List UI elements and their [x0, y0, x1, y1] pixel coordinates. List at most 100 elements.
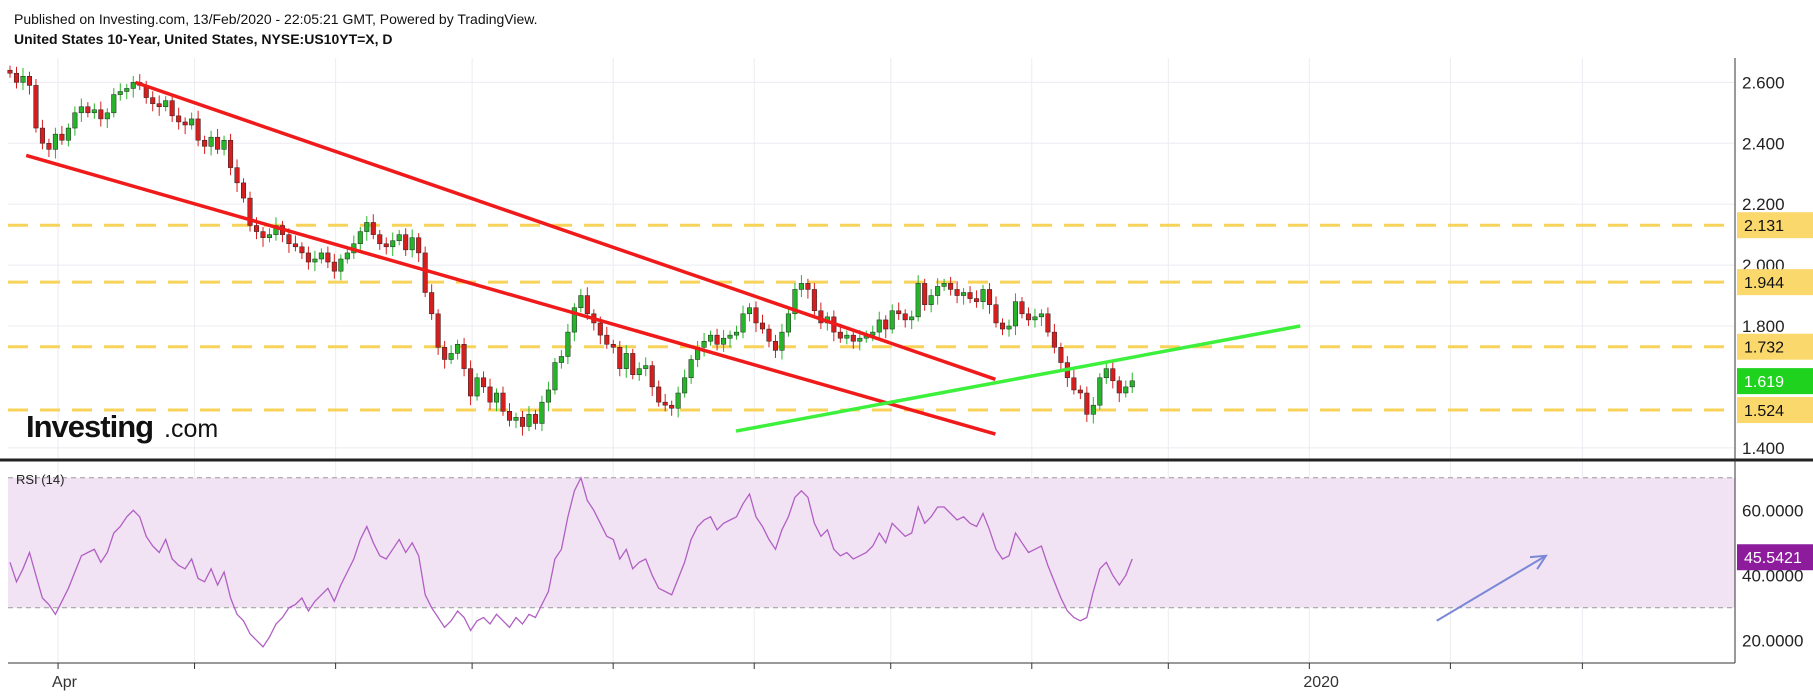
candle-down	[896, 310, 902, 315]
candle-up	[318, 252, 324, 260]
candle-down	[1071, 377, 1077, 391]
candle-down	[7, 69, 13, 74]
candle-down	[902, 313, 908, 321]
rsi-line	[9, 476, 1133, 648]
price-tick-label: 2.400	[1742, 134, 1785, 153]
candle-up	[455, 344, 461, 354]
instrument-title: United States 10-Year, United States, NY…	[14, 31, 393, 47]
rsi-panel: RSI (14)	[8, 472, 1735, 648]
candle-down	[150, 97, 156, 104]
x-tick-label: 2020	[1303, 674, 1339, 691]
candle-up	[844, 334, 850, 339]
chart-header: Published on Investing.com, 13/Feb/2020 …	[14, 9, 538, 49]
published-line: Published on Investing.com, 13/Feb/2020 …	[14, 11, 538, 27]
candle-down	[1110, 368, 1116, 382]
candle-down	[669, 404, 675, 409]
candle-up	[494, 392, 500, 403]
level-badge	[1737, 397, 1813, 424]
rsi-value-badge	[1737, 544, 1813, 571]
candle-up	[1012, 301, 1018, 327]
level-badge-label: 1.732	[1744, 340, 1784, 357]
candle-up	[312, 258, 318, 263]
candle-down	[487, 386, 493, 403]
candle-down	[993, 304, 999, 324]
candle-up	[130, 82, 136, 89]
level-badge	[1737, 212, 1813, 239]
price-tick-label: 2.600	[1742, 73, 1785, 92]
channel-trendline	[134, 80, 996, 381]
candle-up	[208, 136, 214, 147]
price-tick-label: 1.800	[1742, 317, 1785, 336]
level-badge-label: 2.131	[1744, 218, 1784, 235]
logo-suffix: .com	[164, 415, 218, 443]
candle-up	[163, 100, 169, 107]
candle-down	[39, 127, 45, 144]
candle-down	[532, 414, 538, 424]
level-badge	[1737, 269, 1813, 296]
candle-up	[545, 389, 551, 403]
candle-up	[52, 133, 58, 150]
candle-up	[792, 289, 798, 315]
candle-up	[721, 337, 727, 345]
candle-down	[1045, 313, 1051, 333]
candle-down	[59, 133, 65, 141]
candle-up	[779, 331, 785, 351]
candle-down	[260, 231, 266, 238]
rsi-arrow	[1436, 554, 1547, 622]
candle-down	[597, 322, 603, 336]
rsi-tick-label: 40.0000	[1742, 566, 1803, 585]
candle-down	[383, 243, 389, 248]
candle-down	[766, 328, 772, 342]
candle-up	[1097, 377, 1103, 406]
candle-down	[1058, 347, 1064, 363]
candle-up	[72, 112, 78, 129]
candle-down	[461, 344, 467, 369]
current-price-badge	[1737, 368, 1813, 395]
candle-up	[357, 231, 363, 245]
rsi-band	[8, 477, 1735, 608]
candle-up	[961, 292, 967, 296]
candle-down	[999, 322, 1006, 330]
candle-down	[604, 334, 610, 345]
candle-up	[734, 331, 740, 336]
candle-up	[117, 91, 123, 95]
candle-up	[701, 340, 707, 348]
candle-down	[948, 283, 954, 290]
candle-up	[909, 316, 915, 321]
rsi-title: RSI (14)	[16, 472, 64, 487]
candle-down	[617, 347, 623, 369]
candle-down	[403, 234, 409, 251]
level-lines	[8, 223, 1735, 412]
candle-up	[221, 139, 227, 150]
candle-down	[202, 139, 208, 147]
candle-down	[883, 319, 889, 330]
candle-up	[746, 307, 753, 315]
candle-down	[26, 76, 32, 86]
candle-down	[967, 292, 973, 299]
candle-up	[889, 310, 895, 330]
candle-up	[526, 414, 532, 427]
candle-up	[390, 240, 396, 248]
trendlines	[25, 80, 1301, 436]
candle-down	[195, 118, 201, 141]
price-tick-label: 1.400	[1742, 439, 1785, 458]
candle-down	[85, 106, 91, 114]
candle-down	[753, 307, 759, 324]
candle-down	[506, 411, 513, 421]
candle-down	[377, 234, 383, 245]
candle-up	[20, 76, 26, 83]
candle-up	[558, 356, 564, 363]
candle-down	[228, 139, 234, 168]
channel-trendline	[25, 153, 996, 436]
candle-up	[409, 237, 415, 251]
candle-up	[111, 94, 117, 114]
candle-up	[708, 334, 714, 342]
candle-up	[928, 295, 934, 305]
candle-down	[811, 289, 817, 312]
candle-down	[610, 344, 616, 348]
candle-up	[688, 359, 694, 379]
candle-up	[338, 258, 344, 272]
candle-down	[299, 246, 305, 254]
candles	[7, 65, 1135, 436]
